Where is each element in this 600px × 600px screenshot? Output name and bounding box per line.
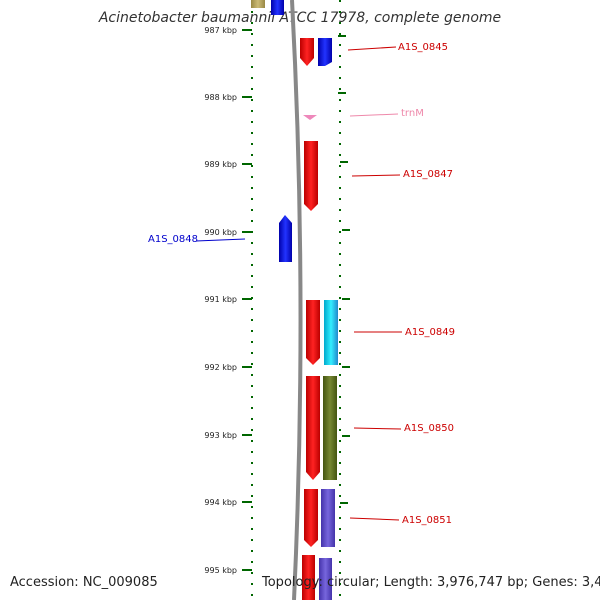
gene-feature-partial-purple-bottom[interactable] [319,558,332,600]
gene-label-trnM: trnM [401,108,424,119]
scale-ticks [242,29,350,571]
tick-label: 987 kbp [204,26,237,35]
tick-label: 990 kbp [204,228,237,237]
scale-tick-labels: 987 kbp 988 kbp 989 kbp 990 kbp 991 kbp … [204,26,237,575]
gene-label-A1S_0851: A1S_0851 [402,515,452,526]
gene-feature-partial-red-bottom[interactable] [302,555,315,600]
tick-label: 989 kbp [204,160,237,169]
tick-label: 991 kbp [204,295,237,304]
gene-arrow-A1S_0850[interactable] [306,376,320,480]
label-leader-lines [195,46,402,521]
tick-label: 994 kbp [204,498,237,507]
gene-label-A1S_0847: A1S_0847 [403,169,453,180]
gene-arrow-trnM[interactable] [303,115,317,120]
gene-arrow-A1S_0845[interactable] [300,38,314,66]
gene-feature-partial-blue[interactable] [271,0,284,15]
cog-arrow-A1S_0845[interactable] [318,38,332,66]
cog-arrow-A1S_0851[interactable] [321,489,335,547]
leader-A1S_0847 [351,174,401,177]
gene-arrow-A1S_0848[interactable] [279,215,292,262]
map-title: Acinetobacter baumannii ATCC 17978, comp… [98,10,502,26]
leader-A1S_0845 [347,46,397,51]
cog-arrow-A1S_0850[interactable] [323,376,337,480]
gene-label-A1S_0849: A1S_0849 [405,327,455,338]
tick-label: 993 kbp [204,431,237,440]
gene-label-A1S_0850: A1S_0850 [404,423,454,434]
gene-arrow-A1S_0851[interactable] [304,489,318,547]
tick-label: 988 kbp [204,93,237,102]
tick-label: 992 kbp [204,363,237,372]
gene-arrow-A1S_0849[interactable] [306,300,320,365]
leader-A1S_0850 [353,427,402,430]
gene-feature-partial-khaki[interactable] [251,0,265,8]
accession-label: Accession: NC_009085 [10,575,158,590]
genome-summary: Topology: circular; Length: 3,976,747 bp… [262,575,600,590]
leader-trnM [349,113,399,117]
gene-label-A1S_0845: A1S_0845 [398,42,448,53]
leader-A1S_0851 [349,517,400,521]
gene-arrow-A1S_0847[interactable] [304,141,318,211]
cog-arrow-A1S_0849[interactable] [324,300,338,365]
genome-backbone [290,0,303,600]
leader-A1S_0848 [195,238,246,242]
tick-label: 995 kbp [204,566,237,575]
gene-label-A1S_0848: A1S_0848 [148,234,198,245]
